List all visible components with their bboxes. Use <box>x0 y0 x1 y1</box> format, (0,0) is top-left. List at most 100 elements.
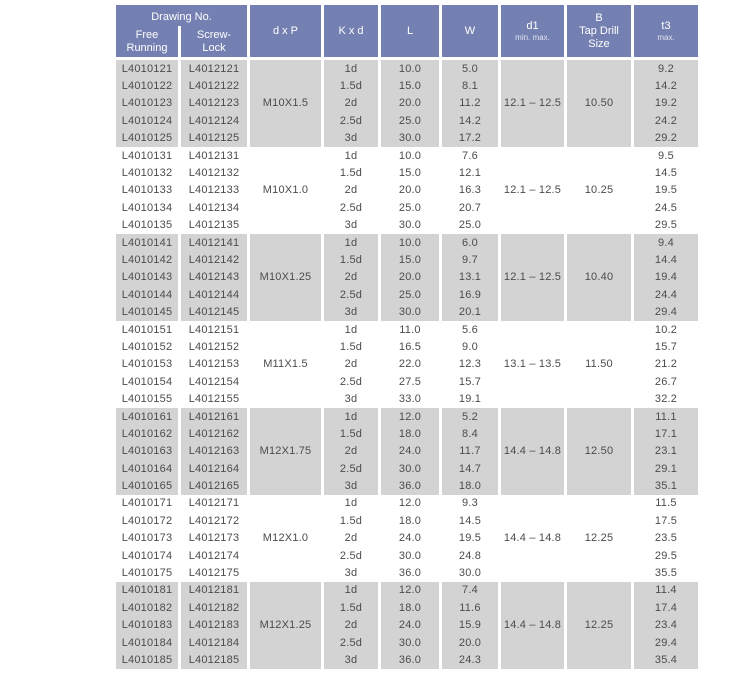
cell-l: 36.0 <box>381 564 439 582</box>
col-header-kxd: K x d <box>324 5 378 57</box>
cell-screw-lock: L4012135 <box>181 216 247 234</box>
cell-screw-lock: L4012122 <box>181 77 247 95</box>
dxp-label: d x P <box>272 24 299 37</box>
cell-kxd: 1d <box>324 494 378 513</box>
cell-screw-lock: L4012164 <box>181 459 247 478</box>
cell-t3: 21.2 <box>634 355 698 374</box>
cell-free-running: L4010185 <box>116 651 178 669</box>
cell-w: 14.7 <box>442 459 498 478</box>
cell-l: 30.0 <box>381 633 439 652</box>
cell-screw-lock: L4012153 <box>181 355 247 374</box>
cell-l: 25.0 <box>381 199 439 217</box>
cell-screw-lock: L4012123 <box>181 94 247 113</box>
cell-dxp: M10X1.0 <box>250 146 321 234</box>
cell-t3: 23.1 <box>634 442 698 460</box>
col-header-d1: d1 min. max. <box>501 5 564 57</box>
cell-t3: 35.5 <box>634 564 698 582</box>
cell-d1: 12.1 – 12.5 <box>501 233 564 321</box>
cell-w: 15.7 <box>442 373 498 391</box>
cell-w: 9.3 <box>442 494 498 513</box>
cell-free-running: L4010163 <box>116 442 178 460</box>
cell-t3: 35.4 <box>634 651 698 669</box>
cell-free-running: L4010151 <box>116 320 178 339</box>
cell-dxp: M12X1.0 <box>250 494 321 582</box>
cell-kxd: 2d <box>324 616 378 634</box>
cell-l: 36.0 <box>381 651 439 669</box>
cell-l: 36.0 <box>381 477 439 495</box>
table-body: L4010121 L4010122 L4010123 L4010124 L4010125… <box>116 60 698 669</box>
col-header-drawing-no-group: Drawing No. Free Running Screw- Lock <box>116 5 247 57</box>
cell-screw-lock: L4012124 <box>181 112 247 130</box>
d1-label: d1 <box>526 19 539 32</box>
cell-tap-drill: 12.25 <box>567 581 631 669</box>
cell-w: 12.1 <box>442 164 498 182</box>
cell-d1: 14.4 – 14.8 <box>501 407 564 495</box>
cell-t3: 9.5 <box>634 146 698 165</box>
cell-kxd: 2.5d <box>324 286 378 304</box>
col-header-t3: t3 max. <box>634 5 698 57</box>
cell-tap-drill: 12.50 <box>567 407 631 495</box>
cell-l: 25.0 <box>381 112 439 130</box>
cell-t3: 35.1 <box>634 477 698 495</box>
table-group: L4010171 L4010172 L4010173 L4010174 L4010175… <box>116 494 698 582</box>
cell-w: 18.0 <box>442 477 498 495</box>
cell-w: 24.3 <box>442 651 498 669</box>
cell-l: 18.0 <box>381 512 439 530</box>
cell-screw-lock: L4012162 <box>181 425 247 443</box>
cell-dxp: M10X1.5 <box>250 60 321 147</box>
cell-screw-lock: L4012125 <box>181 129 247 147</box>
cell-free-running: L4010175 <box>116 564 178 582</box>
cell-free-running: L4010124 <box>116 112 178 130</box>
cell-w: 9.7 <box>442 251 498 269</box>
cell-t3: 9.4 <box>634 233 698 252</box>
cell-l: 30.0 <box>381 303 439 321</box>
cell-t3: 29.4 <box>634 633 698 652</box>
cell-free-running: L4010144 <box>116 286 178 304</box>
cell-t3: 24.4 <box>634 286 698 304</box>
cell-l: 10.0 <box>381 146 439 165</box>
cell-l: 30.0 <box>381 129 439 147</box>
cell-l: 22.0 <box>381 355 439 374</box>
cell-kxd: 1.5d <box>324 77 378 95</box>
cell-t3: 10.2 <box>634 320 698 339</box>
cell-free-running: L4010143 <box>116 268 178 287</box>
table-header: Drawing No. Free Running Screw- Lock d x… <box>116 5 698 57</box>
cell-free-running: L4010162 <box>116 425 178 443</box>
cell-d1: 12.1 – 12.5 <box>501 146 564 234</box>
cell-w: 5.0 <box>442 60 498 78</box>
cell-free-running: L4010165 <box>116 477 178 495</box>
cell-screw-lock: L4012184 <box>181 633 247 652</box>
cell-kxd: 2d <box>324 94 378 113</box>
cell-screw-lock: L4012163 <box>181 442 247 460</box>
d1-sublabel: min. max. <box>515 32 550 42</box>
cell-free-running: L4010184 <box>116 633 178 652</box>
cell-t3: 29.5 <box>634 546 698 565</box>
cell-w: 11.7 <box>442 442 498 460</box>
cell-tap-drill: 10.50 <box>567 60 631 147</box>
cell-l: 24.0 <box>381 442 439 460</box>
cell-dxp: M12X1.25 <box>250 581 321 669</box>
cell-w: 9.0 <box>442 338 498 356</box>
cell-w: 17.2 <box>442 129 498 147</box>
cell-w: 14.2 <box>442 112 498 130</box>
cell-free-running: L4010161 <box>116 407 178 426</box>
cell-w: 20.1 <box>442 303 498 321</box>
kxd-label: K x d <box>338 24 364 37</box>
col-header-l: L <box>381 5 439 57</box>
cell-t3: 11.1 <box>634 407 698 426</box>
cell-t3: 14.5 <box>634 164 698 182</box>
cell-w: 8.1 <box>442 77 498 95</box>
cell-kxd: 1d <box>324 146 378 165</box>
cell-l: 12.0 <box>381 494 439 513</box>
table-group: L4010151 L4010152 L4010153 L4010154 L4010155… <box>116 320 698 408</box>
cell-kxd: 2.5d <box>324 112 378 130</box>
cell-l: 20.0 <box>381 268 439 287</box>
cell-screw-lock: L4012175 <box>181 564 247 582</box>
cell-w: 12.3 <box>442 355 498 374</box>
cell-screw-lock: L4012173 <box>181 529 247 547</box>
cell-screw-lock: L4012142 <box>181 251 247 269</box>
cell-screw-lock: L4012181 <box>181 581 247 600</box>
table-group: L4010161 L4010162 L4010163 L4010164 L4010165… <box>116 407 698 495</box>
cell-w: 19.1 <box>442 390 498 408</box>
cell-tap-drill: 10.40 <box>567 233 631 321</box>
